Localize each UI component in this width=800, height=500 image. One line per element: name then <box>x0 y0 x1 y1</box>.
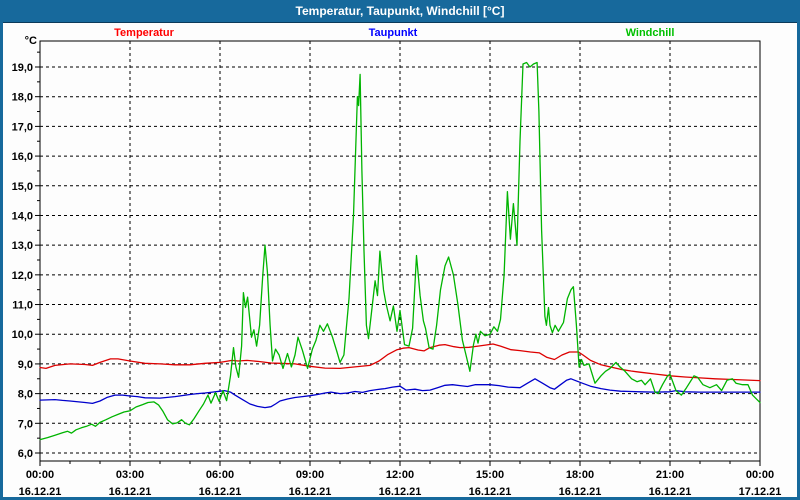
svg-text:06:00: 06:00 <box>206 469 234 481</box>
svg-text:12,0: 12,0 <box>12 270 33 282</box>
svg-text:19,0: 19,0 <box>12 62 33 74</box>
svg-text:18:00: 18:00 <box>566 469 594 481</box>
svg-text:12:00: 12:00 <box>386 469 414 481</box>
svg-text:00:00: 00:00 <box>26 469 54 481</box>
series-temperatur <box>39 343 761 382</box>
svg-text:16.12.21: 16.12.21 <box>19 486 62 498</box>
legend-windchill: Windchill <box>625 27 675 39</box>
svg-text:13,0: 13,0 <box>12 240 33 252</box>
svg-text:16.12.21: 16.12.21 <box>379 486 422 498</box>
svg-text:16.12.21: 16.12.21 <box>649 486 692 498</box>
window-title: Temperatur, Taupunkt, Windchill [°C] <box>295 4 505 18</box>
svg-text:17.12.21: 17.12.21 <box>739 486 782 498</box>
series-windchill <box>39 61 761 441</box>
svg-text:7,0: 7,0 <box>18 418 33 430</box>
svg-text:21:00: 21:00 <box>656 469 684 481</box>
svg-text:00:00: 00:00 <box>746 469 774 481</box>
svg-text:9,0: 9,0 <box>18 359 33 371</box>
series-taupunkt <box>39 378 761 409</box>
svg-text:15:00: 15:00 <box>476 469 504 481</box>
title-bar: Temperatur, Taupunkt, Windchill [°C] <box>0 0 800 22</box>
svg-text:16.12.21: 16.12.21 <box>289 486 332 498</box>
svg-text:09:00: 09:00 <box>296 469 324 481</box>
svg-text:16,0: 16,0 <box>12 151 33 163</box>
legend-taupunkt: Taupunkt <box>368 27 418 39</box>
svg-text:17,0: 17,0 <box>12 121 33 133</box>
svg-text:16.12.21: 16.12.21 <box>199 486 242 498</box>
svg-text:16.12.21: 16.12.21 <box>469 486 512 498</box>
svg-text:15,0: 15,0 <box>12 181 33 193</box>
svg-text:16.12.21: 16.12.21 <box>109 486 152 498</box>
svg-text:14,0: 14,0 <box>12 210 33 222</box>
svg-text:11,0: 11,0 <box>12 300 33 312</box>
legend-temperatur: Temperatur <box>114 27 174 39</box>
svg-text:16.12.21: 16.12.21 <box>559 486 602 498</box>
chart-canvas: 6,0 7,0 8,0 9,0 10,0 11,0 12,0 13,0 14,0 15,0 16,0… <box>12 40 782 498</box>
y-axis-unit-label: °C <box>24 35 37 47</box>
svg-text:10,0: 10,0 <box>12 329 33 341</box>
svg-text:18,0: 18,0 <box>12 92 33 104</box>
svg-text:6,0: 6,0 <box>18 448 33 460</box>
svg-text:8,0: 8,0 <box>18 389 33 401</box>
chart-body: Temperatur Taupunkt Windchill °C 6,0 7,0 8… <box>3 22 797 498</box>
svg-text:03:00: 03:00 <box>116 469 144 481</box>
